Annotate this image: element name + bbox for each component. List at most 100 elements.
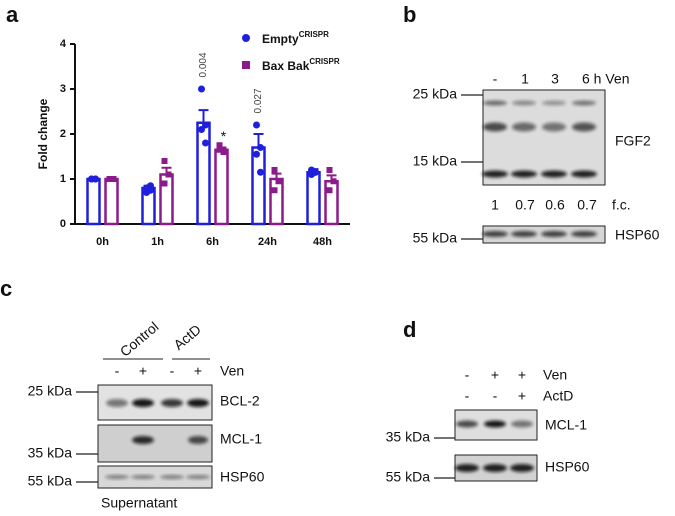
lane-label: 1 (521, 71, 529, 87)
band (542, 122, 566, 132)
error-bar (198, 109, 209, 123)
band (484, 420, 506, 428)
data-point (216, 146, 223, 153)
band (510, 464, 534, 472)
band (542, 100, 566, 106)
protein-label: HSP60 (220, 469, 265, 485)
band (541, 170, 567, 178)
band (511, 420, 533, 428)
band (160, 475, 184, 479)
marker-label: 55 kDa (28, 473, 73, 489)
band (106, 399, 128, 407)
band (511, 231, 537, 237)
fold-change: 0.6 (545, 197, 565, 213)
legend-sup: CRISPR (299, 30, 329, 39)
legend-name: Empty (262, 32, 299, 46)
y-tick-label: 3 (60, 83, 66, 95)
data-point (275, 178, 282, 185)
data-point (257, 168, 264, 176)
data-point (106, 176, 113, 182)
band (132, 436, 154, 444)
data-point (161, 180, 168, 187)
bar (104, 177, 119, 226)
marker-label: 35 kDa (386, 429, 431, 445)
lane-label: - (493, 388, 498, 404)
band (482, 231, 508, 237)
marker-label: 55 kDa (413, 230, 458, 246)
legend-entry: EmptyCRISPR (262, 30, 329, 46)
band (482, 170, 508, 178)
band (132, 399, 154, 407)
fold-change: 1 (491, 197, 499, 213)
data-point (330, 178, 337, 185)
data-point (161, 158, 168, 164)
band (571, 170, 597, 178)
data-point (202, 139, 209, 147)
data-point (257, 144, 264, 151)
marker-label: 35 kDa (28, 445, 73, 461)
lane-label: 6 h Ven (582, 71, 630, 87)
data-point (220, 149, 227, 155)
bar (251, 146, 266, 226)
x-tick-label: 24h (258, 236, 277, 248)
band (455, 464, 479, 472)
marker-label: 55 kDa (386, 469, 431, 485)
y-tick-label: 2 (60, 128, 66, 140)
data-point (326, 167, 333, 173)
band (483, 100, 507, 106)
treatment-label: Ven (543, 367, 567, 383)
y-tick-label: 0 (60, 218, 66, 230)
fold-change: 0.7 (515, 197, 535, 213)
y-axis-label: Fold change (36, 98, 50, 169)
band (572, 100, 596, 106)
lane-label: + (518, 388, 526, 404)
band (105, 475, 129, 479)
lane-label: + (194, 363, 202, 379)
lane-label: - (170, 363, 175, 379)
band (187, 399, 209, 407)
annotation: 0.004 (198, 52, 209, 77)
legend-marker (242, 34, 250, 42)
lane-label: - (115, 363, 120, 379)
legend-sup: CRISPR (309, 57, 339, 66)
annotation: 0.027 (253, 88, 264, 113)
band (456, 420, 478, 428)
y-tick-label: 4 (60, 38, 67, 50)
x-tick-label: 1h (151, 236, 164, 248)
band (541, 231, 567, 237)
panel-letter: b (403, 2, 416, 27)
legend-entry: Bax BakCRISPR (262, 57, 340, 73)
group-label: Control (117, 318, 162, 359)
band (572, 122, 596, 132)
x-tick-label: 0h (96, 236, 109, 248)
band (483, 122, 507, 132)
data-point (271, 167, 278, 173)
legend-marker (242, 61, 250, 69)
band (512, 122, 536, 132)
protein-label: FGF2 (615, 133, 651, 149)
band (483, 464, 507, 472)
data-point (326, 187, 333, 194)
lane-label: - (493, 71, 498, 87)
lane-label: - (465, 367, 470, 383)
marker-label: 25 kDa (28, 383, 73, 399)
x-tick-label: 6h (206, 236, 219, 248)
band (511, 170, 537, 178)
marker-label: 25 kDa (413, 86, 458, 102)
data-point (110, 176, 117, 182)
protein-label: BCL-2 (220, 393, 260, 409)
panel-letter: a (6, 2, 19, 27)
band (512, 100, 536, 106)
band (161, 399, 183, 407)
protein-label: MCL-1 (545, 417, 587, 433)
data-point (202, 121, 209, 129)
band (571, 231, 597, 237)
group-label: ActD (170, 321, 204, 353)
bar (214, 148, 229, 226)
data-point (271, 187, 278, 194)
lane-label: - (465, 388, 470, 404)
fold-change-label: f.c. (612, 197, 631, 213)
band (186, 475, 210, 479)
blot (97, 424, 213, 463)
data-point (92, 175, 99, 183)
